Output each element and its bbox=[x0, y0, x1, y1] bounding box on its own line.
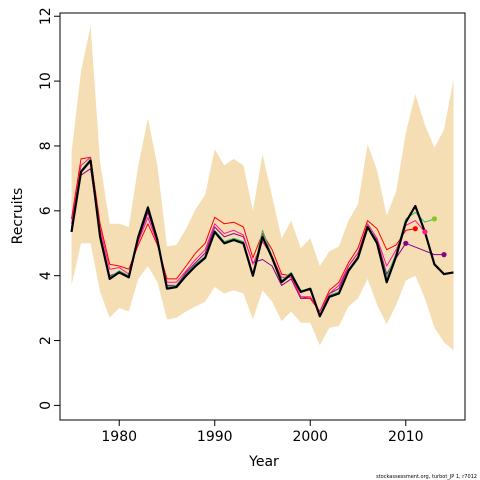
y-tick-label-8: 8 bbox=[38, 142, 54, 151]
y-tick-label-0: 0 bbox=[38, 401, 54, 410]
series-end-point-2 bbox=[422, 229, 428, 235]
y-axis: 0 2 4 6 8 10 12 bbox=[38, 7, 60, 410]
series-end-point-3 bbox=[431, 216, 437, 222]
y-tick-label-2: 2 bbox=[38, 336, 54, 345]
y-tick-label-4: 4 bbox=[38, 271, 54, 280]
y-axis-title: Recruits bbox=[10, 188, 26, 245]
x-tick-label-2000: 2000 bbox=[292, 429, 328, 445]
plot-frame bbox=[59, 12, 466, 421]
series-layer bbox=[70, 156, 454, 318]
x-tick-label-2010: 2010 bbox=[388, 429, 424, 445]
series-end-point-0 bbox=[403, 240, 409, 246]
x-axis-title: Year bbox=[248, 454, 279, 470]
confidence-band bbox=[71, 26, 454, 351]
series-line-0 bbox=[70, 159, 454, 318]
points-layer bbox=[403, 216, 447, 258]
x-tick-label-1990: 1990 bbox=[197, 429, 233, 445]
x-axis: 1980 1990 2000 2010 bbox=[101, 420, 424, 445]
series-end-point-4 bbox=[441, 252, 447, 258]
y-tick-label-10: 10 bbox=[38, 72, 54, 90]
series-end-point-1 bbox=[412, 226, 418, 232]
y-tick-label-6: 6 bbox=[38, 206, 54, 215]
credit-text: stockassessment.org, turbot_JP 1, r7012 bbox=[376, 474, 477, 480]
y-tick-label-12: 12 bbox=[38, 7, 54, 25]
confidence-band-layer bbox=[71, 26, 454, 351]
series-line-3 bbox=[71, 156, 416, 312]
x-tick-label-1980: 1980 bbox=[101, 429, 137, 445]
